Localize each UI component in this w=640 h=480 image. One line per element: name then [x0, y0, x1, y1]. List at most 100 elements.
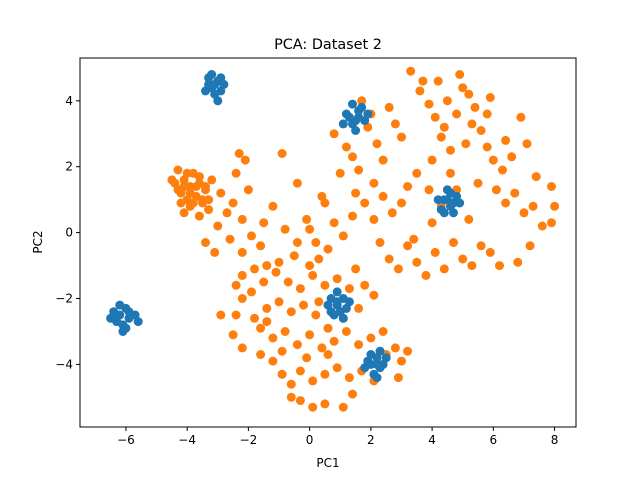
- data-point-series-0-165: [403, 241, 413, 251]
- data-point-series-0-209: [194, 172, 204, 182]
- data-point-series-1-47: [439, 208, 449, 218]
- data-point-series-1-23: [133, 317, 143, 327]
- data-point-series-0-120: [397, 132, 406, 142]
- data-point-series-0-36: [311, 238, 321, 247]
- data-point-series-0-23: [243, 185, 253, 195]
- chart-title: PCA: Dataset 2: [274, 37, 382, 53]
- data-point-series-0-196: [501, 135, 511, 145]
- data-point-series-0-148: [547, 182, 556, 191]
- data-point-series-0-29: [247, 231, 256, 241]
- data-point-series-0-81: [366, 333, 376, 343]
- data-point-series-0-128: [442, 96, 452, 106]
- y-tick-label: −2: [55, 292, 73, 306]
- data-point-series-0-131: [455, 70, 465, 79]
- data-point-series-0-193: [369, 178, 379, 188]
- data-point-series-0-85: [397, 356, 406, 366]
- data-point-series-0-69: [216, 310, 226, 320]
- data-point-series-0-147: [537, 221, 547, 231]
- data-point-series-0-97: [268, 356, 278, 366]
- x-tick-label: 4: [428, 433, 436, 447]
- data-point-series-0-111: [329, 129, 339, 139]
- data-point-series-0-208: [185, 188, 195, 198]
- data-point-series-0-109: [314, 297, 324, 307]
- data-point-series-1-10: [219, 79, 229, 89]
- data-point-series-0-54: [344, 284, 354, 294]
- y-tick-label: 0: [65, 226, 73, 240]
- points-layer: [106, 66, 560, 412]
- data-point-series-0-91: [332, 363, 342, 373]
- y-tick-label: 4: [65, 94, 73, 108]
- data-point-series-0-114: [351, 188, 361, 198]
- data-point-series-0-61: [311, 310, 321, 320]
- data-point-series-0-112: [341, 142, 351, 152]
- data-point-series-0-74: [280, 327, 290, 336]
- x-tick-label: 6: [490, 433, 498, 447]
- data-point-series-0-41: [274, 257, 284, 267]
- data-point-series-0-98: [256, 350, 266, 359]
- data-point-series-1-37: [338, 119, 348, 129]
- data-point-series-1-72: [372, 359, 382, 369]
- data-point-series-0-49: [283, 277, 293, 287]
- data-point-series-0-139: [507, 152, 517, 162]
- data-point-series-0-95: [286, 379, 296, 389]
- data-point-series-0-195: [485, 93, 495, 102]
- data-point-series-0-145: [519, 208, 529, 218]
- data-point-series-0-55: [351, 264, 361, 274]
- data-point-series-1-8: [213, 96, 223, 106]
- data-point-series-0-205: [191, 182, 201, 191]
- data-point-series-0-104: [348, 389, 357, 399]
- data-point-series-1-44: [433, 195, 443, 205]
- data-point-series-0-172: [467, 261, 477, 271]
- data-point-series-0-161: [323, 244, 333, 254]
- data-point-series-0-65: [262, 303, 272, 313]
- data-point-series-0-177: [525, 241, 535, 251]
- data-point-series-0-35: [302, 214, 312, 224]
- data-point-series-0-173: [476, 241, 486, 251]
- data-point-series-1-45: [455, 198, 465, 208]
- data-point-series-0-71: [237, 343, 247, 353]
- x-tick-label: 2: [367, 433, 375, 447]
- data-point-series-0-77: [317, 343, 327, 353]
- data-point-series-0-198: [427, 155, 437, 165]
- data-point-series-0-19: [228, 198, 238, 208]
- data-point-series-0-42: [262, 261, 272, 271]
- data-point-series-0-121: [406, 66, 416, 76]
- data-point-series-0-183: [473, 178, 483, 188]
- data-point-series-0-103: [338, 402, 348, 412]
- data-point-series-0-76: [305, 330, 315, 340]
- data-point-series-0-34: [292, 178, 302, 188]
- data-point-series-0-127: [433, 76, 443, 86]
- data-point-series-0-32: [268, 201, 278, 211]
- data-point-series-0-132: [464, 89, 474, 99]
- data-point-series-0-39: [305, 261, 315, 271]
- y-axis: −4 −2 0 2 4: [55, 94, 80, 371]
- data-point-series-0-117: [378, 155, 388, 165]
- data-point-series-1-58: [338, 313, 348, 323]
- data-point-series-0-108: [262, 317, 272, 327]
- data-point-series-0-187: [335, 168, 345, 178]
- data-point-series-0-184: [446, 168, 455, 178]
- data-point-series-0-96: [277, 369, 287, 379]
- data-point-series-0-151: [412, 168, 422, 178]
- data-point-series-0-64: [274, 297, 284, 307]
- data-point-series-0-142: [491, 185, 501, 195]
- data-point-series-0-67: [237, 294, 247, 303]
- data-point-series-0-197: [418, 76, 428, 86]
- x-axis: −6 −4 −2 0 2 4 6 8: [117, 427, 558, 447]
- data-point-series-0-206: [198, 195, 207, 205]
- data-point-series-0-189: [305, 224, 315, 234]
- data-point-series-0-82: [378, 327, 388, 336]
- data-point-series-0-93: [308, 376, 318, 386]
- data-point-series-0-57: [369, 290, 379, 300]
- data-point-series-0-152: [403, 182, 413, 191]
- data-point-series-0-140: [516, 112, 526, 122]
- x-tick-label: −6: [117, 433, 135, 447]
- data-point-series-0-153: [397, 198, 406, 208]
- data-point-series-0-24: [237, 214, 247, 224]
- data-point-series-0-40: [289, 251, 299, 261]
- data-point-series-0-100: [308, 402, 318, 412]
- data-point-series-1-32: [357, 102, 367, 112]
- x-tick-label: −2: [240, 433, 258, 447]
- x-tick-label: 0: [306, 433, 314, 447]
